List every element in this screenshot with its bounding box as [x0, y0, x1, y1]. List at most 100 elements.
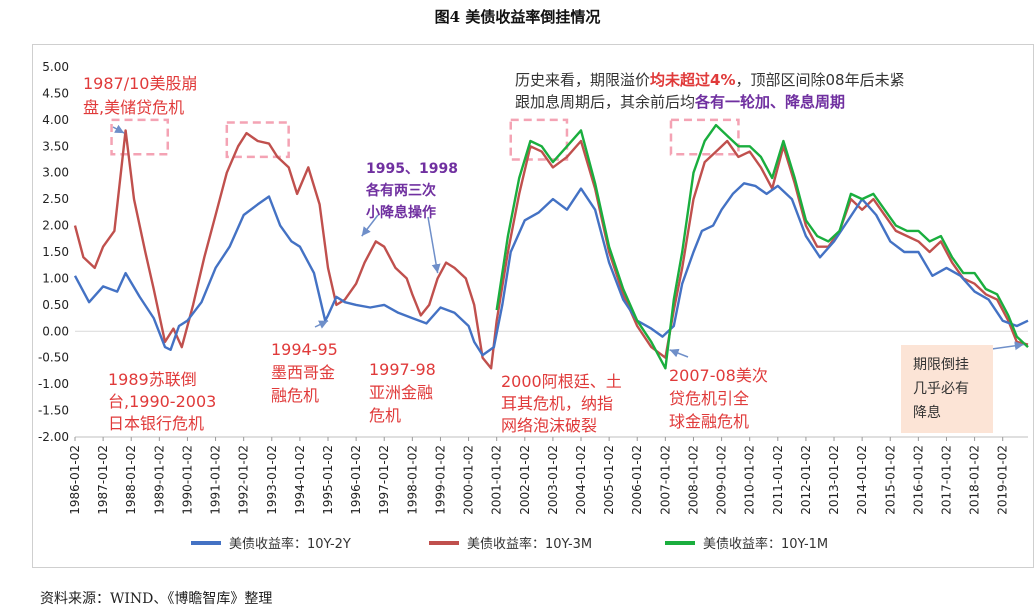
- x-tick-label: 2004-01-02: [574, 445, 588, 515]
- legend: 美债收益率：10Y-2Y 美债收益率：10Y-3M 美债收益率：10Y-1M: [191, 536, 828, 552]
- x-tick-label: 2005-01-02: [602, 445, 616, 515]
- annotation-2000-line2: 耳其危机，纳指: [501, 394, 613, 413]
- annotation-1994-line2: 墨西哥金: [271, 363, 335, 382]
- y-tick-label: -1.00: [38, 377, 69, 391]
- y-tick-label: 1.00: [42, 271, 69, 285]
- x-tick-label: 1992-01-02: [237, 445, 251, 515]
- x-tick-label: 1994-01-02: [293, 445, 307, 515]
- y-tick-label: -2.00: [38, 430, 69, 444]
- peak-highlight-box: [509, 118, 569, 161]
- series-lines: [73, 123, 1029, 370]
- x-tick-label: 2017-01-02: [939, 445, 953, 515]
- x-tick-label: 1986-01-02: [68, 445, 82, 515]
- annotation-arrows: [112, 124, 1024, 358]
- corner-note-box: [901, 345, 993, 433]
- annotations: 1987/10美股崩 盘,美储贷危机 1989苏联倒 台,1990-2003 日…: [83, 71, 993, 435]
- x-tick-label: 1991-01-02: [209, 445, 223, 515]
- legend-label: 美债收益率：10Y-2Y: [229, 536, 351, 552]
- x-tick-label: 2006-01-02: [630, 445, 644, 515]
- top-note-line1: 历史来看，期限溢价均未超过4%，顶部区间除08年后未紧: [515, 71, 905, 89]
- corner-note-line3: 降息: [913, 404, 941, 421]
- x-tick-label: 1999-01-02: [433, 445, 447, 515]
- top-note-line2-a: 跟加息周期后，其余前后均: [515, 93, 695, 111]
- y-tick-label: 0.50: [42, 298, 69, 312]
- x-tick-label: 2008-01-02: [686, 445, 700, 515]
- source-note: 资料来源：WIND、《博瞻智库》整理: [40, 591, 273, 607]
- y-tick-label: 4.50: [42, 86, 69, 100]
- series-line-10y-2y: [73, 182, 1029, 357]
- x-tick-label: 2009-01-02: [715, 445, 729, 515]
- x-tick-label: 2016-01-02: [911, 445, 925, 515]
- peak-highlight-box: [669, 118, 740, 156]
- y-tick-label: 5.00: [42, 60, 69, 74]
- legend-label: 美债收益率：10Y-1M: [703, 536, 828, 552]
- x-tick-label: 2013-01-02: [827, 445, 841, 515]
- top-note-line2: 跟加息周期后，其余前后均各有一轮加、降息周期: [515, 93, 845, 111]
- figure-title: 图4 美债收益率倒挂情况: [434, 8, 601, 26]
- yield-spread-chart: 5.00 4.50 4.00 3.50 3.00 2.50 2.00 1.50 1.00 0.50…: [38, 60, 1029, 552]
- x-tick-label: 2000-01-02: [462, 445, 476, 515]
- annotation-1989-line1: 1989苏联倒: [108, 370, 197, 389]
- arrow-1995-a: [361, 214, 379, 237]
- chart-container: 5.00 4.50 4.00 3.50 3.00 2.50 2.00 1.50 1.00 0.50…: [32, 44, 1034, 568]
- x-tick-label: 2001-01-02: [490, 445, 504, 515]
- series-line-10y-3m: [73, 129, 1029, 370]
- x-tick-label: 2003-01-02: [546, 445, 560, 515]
- y-tick-label: 3.50: [42, 139, 69, 153]
- annotation-1997-line2: 亚洲金融: [369, 383, 433, 402]
- annotation-2007-line3: 球金融危机: [669, 412, 749, 431]
- arrow-2007: [669, 348, 689, 358]
- arrow-1995-b: [427, 216, 441, 274]
- top-note-line1-c: ，顶部区间除08年后未紧: [735, 71, 904, 89]
- x-tick-label: 2010-01-02: [743, 445, 757, 515]
- x-tick-label: 1987-01-02: [96, 445, 110, 515]
- x-tick-label: 1993-01-02: [265, 445, 279, 515]
- x-tick-label: 1988-01-02: [124, 445, 138, 515]
- top-note-line2-highlight: 各有一轮加、降息周期: [694, 93, 845, 111]
- x-tick-label: 1990-01-02: [180, 445, 194, 515]
- x-tick-label: 2015-01-02: [883, 445, 897, 515]
- annotation-1994-line3: 融危机: [271, 386, 319, 405]
- corner-note-line1: 期限倒挂: [913, 357, 969, 373]
- annotation-2000-line1: 2000阿根廷、土: [501, 372, 622, 391]
- peak-highlight-box: [225, 121, 290, 159]
- y-tick-label: 2.50: [42, 192, 69, 206]
- annotation-1997-line1: 1997-98: [369, 360, 436, 379]
- y-tick-label: 3.00: [42, 166, 69, 180]
- corner-note-line2: 几乎必有: [913, 381, 969, 397]
- y-tick-label: 0.00: [42, 324, 69, 338]
- x-tick-label: 2019-01-02: [996, 445, 1010, 515]
- peak-highlight-box: [110, 118, 170, 156]
- x-tick-label: 1997-01-02: [377, 445, 391, 515]
- x-tick-label: 2018-01-02: [968, 445, 982, 515]
- top-note-line1-a: 历史来看，期限溢价: [515, 71, 650, 89]
- annotation-1995-line2: 各有两三次: [365, 182, 436, 199]
- x-tick-label: 1998-01-02: [405, 445, 419, 515]
- annotation-1995-line3: 小降息操作: [366, 204, 436, 221]
- x-tick-label: 2014-01-02: [855, 445, 869, 515]
- annotation-1989-line3: 日本银行危机: [108, 414, 204, 433]
- annotation-1995-line1: 1995、1998: [366, 161, 458, 177]
- arrow-1987: [112, 124, 125, 134]
- x-tick-label: 2002-01-02: [518, 445, 532, 515]
- annotation-1994-line1: 1994-95: [271, 340, 338, 359]
- highlight-boxes: [110, 118, 740, 161]
- x-tick-label: 1995-01-02: [321, 445, 335, 515]
- axes: 5.00 4.50 4.00 3.50 3.00 2.50 2.00 1.50 1.00 0.50…: [38, 60, 1028, 515]
- annotation-1987-line2: 盘,美储贷危机: [83, 98, 184, 117]
- annotation-1987-line1: 1987/10美股崩: [83, 74, 197, 93]
- annotation-1997-line3: 危机: [369, 406, 401, 425]
- x-tick-label: 2007-01-02: [658, 445, 672, 515]
- annotation-2007-line2: 贷危机引全: [669, 389, 749, 408]
- y-tick-label: -1.50: [38, 404, 69, 418]
- x-tick-label: 1989-01-02: [152, 445, 166, 515]
- arrow-1994: [314, 320, 329, 329]
- annotation-2000-line3: 网络泡沫破裂: [501, 416, 597, 435]
- y-tick-label: -0.50: [38, 351, 69, 365]
- x-tick-label: 2012-01-02: [799, 445, 813, 515]
- legend-label: 美债收益率：10Y-3M: [467, 536, 592, 552]
- y-tick-label: 1.50: [42, 245, 69, 259]
- y-tick-label: 2.00: [42, 219, 69, 233]
- x-tick-label: 1996-01-02: [349, 445, 363, 515]
- x-tick-label: 2011-01-02: [771, 445, 785, 515]
